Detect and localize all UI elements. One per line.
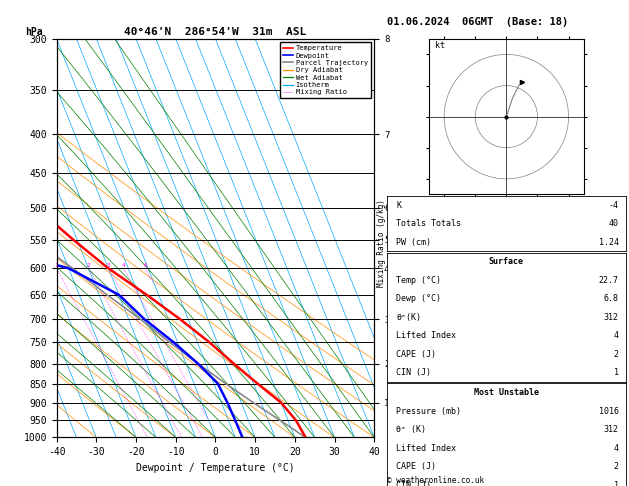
Text: 1: 1 bbox=[55, 263, 58, 268]
Text: 1: 1 bbox=[614, 481, 619, 486]
Text: Lifted Index: Lifted Index bbox=[396, 331, 457, 340]
Text: CAPE (J): CAPE (J) bbox=[396, 462, 437, 471]
Text: θᵉ (K): θᵉ (K) bbox=[396, 425, 426, 434]
Legend: Temperature, Dewpoint, Parcel Trajectory, Dry Adiabat, Wet Adiabat, Isotherm, Mi: Temperature, Dewpoint, Parcel Trajectory… bbox=[280, 42, 370, 98]
Text: Dewp (°C): Dewp (°C) bbox=[396, 295, 442, 303]
Text: PW (cm): PW (cm) bbox=[396, 238, 431, 246]
Text: Surface: Surface bbox=[489, 258, 524, 266]
Text: CIN (J): CIN (J) bbox=[396, 481, 431, 486]
Text: © weatheronline.co.uk: © weatheronline.co.uk bbox=[387, 476, 484, 485]
Text: K: K bbox=[396, 201, 401, 209]
Title: 40°46'N  286°54'W  31m  ASL: 40°46'N 286°54'W 31m ASL bbox=[125, 27, 306, 37]
Text: 2: 2 bbox=[87, 263, 91, 268]
Text: 4: 4 bbox=[121, 263, 125, 268]
Text: Mixing Ratio (g/kg): Mixing Ratio (g/kg) bbox=[377, 199, 386, 287]
Text: 6.8: 6.8 bbox=[604, 295, 619, 303]
X-axis label: Dewpoint / Temperature (°C): Dewpoint / Temperature (°C) bbox=[136, 463, 295, 473]
Text: 1.24: 1.24 bbox=[599, 238, 619, 246]
Text: 2: 2 bbox=[614, 350, 619, 359]
Text: CIN (J): CIN (J) bbox=[396, 368, 431, 377]
Text: 1: 1 bbox=[614, 368, 619, 377]
Text: 312: 312 bbox=[604, 425, 619, 434]
Text: 4: 4 bbox=[614, 331, 619, 340]
Text: Lifted Index: Lifted Index bbox=[396, 444, 457, 452]
Text: 3: 3 bbox=[107, 263, 111, 268]
Text: θᵉ(K): θᵉ(K) bbox=[396, 313, 421, 322]
Y-axis label: km
ASL: km ASL bbox=[401, 229, 423, 247]
Text: 4: 4 bbox=[614, 444, 619, 452]
Text: 6: 6 bbox=[143, 263, 147, 268]
Text: Most Unstable: Most Unstable bbox=[474, 388, 539, 397]
Text: 22.7: 22.7 bbox=[599, 276, 619, 285]
Text: hPa: hPa bbox=[25, 27, 43, 37]
Text: Totals Totals: Totals Totals bbox=[396, 219, 462, 228]
Text: Temp (°C): Temp (°C) bbox=[396, 276, 442, 285]
Text: 312: 312 bbox=[604, 313, 619, 322]
Text: kt: kt bbox=[435, 41, 445, 50]
Text: 40: 40 bbox=[609, 219, 619, 228]
Text: Pressure (mb): Pressure (mb) bbox=[396, 407, 462, 416]
Text: 2: 2 bbox=[614, 462, 619, 471]
Text: 1016: 1016 bbox=[599, 407, 619, 416]
Text: -4: -4 bbox=[609, 201, 619, 209]
Text: CAPE (J): CAPE (J) bbox=[396, 350, 437, 359]
Text: 01.06.2024  06GMT  (Base: 18): 01.06.2024 06GMT (Base: 18) bbox=[387, 17, 568, 27]
